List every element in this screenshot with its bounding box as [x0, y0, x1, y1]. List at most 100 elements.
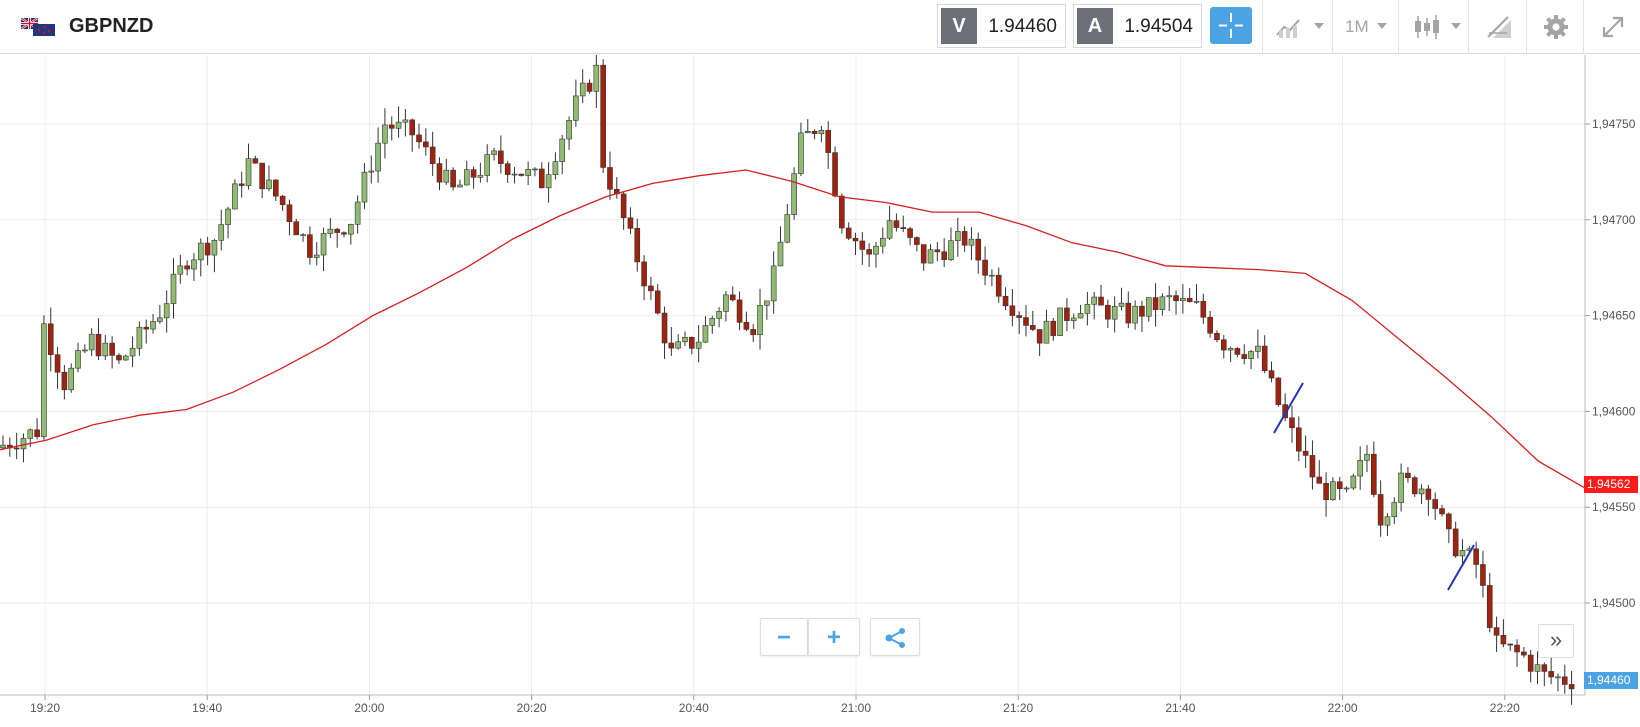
candle-down [504, 163, 511, 175]
candle-down [845, 227, 852, 239]
candle-down [1261, 345, 1268, 371]
candle-up [804, 131, 811, 134]
candle-down [1268, 370, 1275, 379]
candle-down [982, 259, 988, 276]
candle-down [832, 152, 838, 197]
candle-down [1023, 317, 1029, 326]
candle-down [1527, 654, 1534, 672]
chevron-down-icon [1451, 23, 1461, 29]
buy-price: 1.94504 [1124, 16, 1193, 37]
candle-down [586, 82, 593, 92]
candle-up [75, 350, 81, 369]
time-tick-label: 20:40 [679, 701, 709, 715]
candle-up [68, 367, 74, 391]
candle-down [259, 162, 265, 190]
time-tick-label: 19:20 [30, 701, 60, 715]
sell-price-button[interactable]: V 1.94460 [937, 4, 1066, 48]
current-price-marker: 1,94562 [1584, 476, 1638, 494]
candle-down [1446, 513, 1452, 530]
crosshair-button[interactable] [1210, 7, 1252, 44]
price-tick-label: 1,94550 [1592, 500, 1636, 514]
candles-icon [1415, 15, 1439, 39]
candle-down [866, 249, 872, 255]
candle-up [402, 119, 409, 123]
candle-down [184, 265, 190, 270]
candle-up [1057, 307, 1063, 336]
candle-down [1234, 348, 1241, 355]
candle-up [968, 238, 975, 246]
candle-down [668, 342, 675, 349]
candle-down [1152, 297, 1159, 310]
candle-up [552, 161, 559, 176]
candle-down [607, 167, 613, 190]
candle-up [1418, 488, 1425, 495]
drawing-tools-button[interactable] [1468, 0, 1526, 54]
candle-up [1132, 305, 1138, 324]
candle-down [893, 220, 900, 228]
fullscreen-button[interactable] [1583, 0, 1640, 54]
candle-up [525, 169, 531, 176]
candle-up [232, 183, 238, 210]
candle-down [743, 322, 750, 330]
candle-down [1405, 472, 1411, 478]
chart-toolbar: GBPNZD V 1.94460 A 1.94504 1M [0, 0, 1640, 54]
candle-down [975, 238, 982, 261]
candle-down [109, 342, 115, 356]
zoom-in-button[interactable]: + [808, 618, 860, 656]
candle-up [197, 242, 204, 261]
candle-up [886, 220, 893, 239]
candle-up [798, 132, 804, 174]
candle-down [634, 228, 641, 263]
candle-up [484, 154, 491, 176]
candle-up [1357, 460, 1363, 477]
candle-down [920, 244, 927, 264]
candle-up [1111, 306, 1118, 320]
candle-up [1091, 296, 1097, 305]
candle-up [566, 120, 572, 140]
candle-up [1159, 296, 1166, 310]
trend-line-drawing[interactable] [1273, 382, 1304, 434]
candle-down [1452, 528, 1459, 557]
candle-up [1227, 348, 1234, 351]
trend-line-drawing[interactable] [1447, 544, 1475, 591]
candles-layer [0, 55, 1575, 705]
candle-down [1541, 664, 1548, 672]
candle-up [764, 300, 770, 306]
sell-tag: V [941, 8, 977, 44]
candle-up [211, 240, 218, 256]
candle-down [1309, 455, 1316, 478]
symbol-title: GBPNZD [69, 15, 154, 37]
candle-down [470, 169, 477, 178]
candle-up [361, 171, 368, 203]
candle-down [293, 221, 300, 236]
candle-down [538, 168, 545, 189]
candle-down [1507, 643, 1514, 646]
candlestick-chart[interactable]: 1,94750 1,94700 1,94650 1,94600 1,94550 1,945… [0, 55, 1640, 727]
share-button[interactable] [870, 618, 920, 656]
candle-down [1302, 450, 1309, 456]
chart-grid [0, 55, 1585, 695]
candle-style-dropdown[interactable] [1398, 0, 1468, 54]
candle-down [143, 326, 150, 330]
candle-up [102, 342, 109, 357]
zoom-out-button[interactable]: − [760, 618, 808, 656]
candle-down [436, 163, 443, 183]
candle-down [1016, 315, 1022, 318]
candle-up [532, 168, 538, 171]
candle-up [511, 173, 518, 176]
candle-up [1364, 453, 1370, 461]
scroll-to-latest-button[interactable]: » [1538, 624, 1574, 658]
buy-price-button[interactable]: A 1.94504 [1073, 4, 1202, 48]
time-tick-label: 21:00 [841, 701, 871, 715]
candle-down [286, 204, 293, 222]
candle-up [1459, 550, 1466, 557]
candle-up [150, 321, 156, 330]
candle-up [954, 231, 961, 242]
candle-down [1493, 627, 1500, 636]
timeframe-dropdown[interactable]: 1M [1332, 0, 1398, 54]
candle-up [709, 318, 716, 326]
candle-up [791, 173, 797, 215]
chevron-down-icon [1314, 23, 1324, 29]
chart-type-dropdown[interactable] [1262, 0, 1332, 54]
settings-button[interactable] [1526, 0, 1583, 54]
